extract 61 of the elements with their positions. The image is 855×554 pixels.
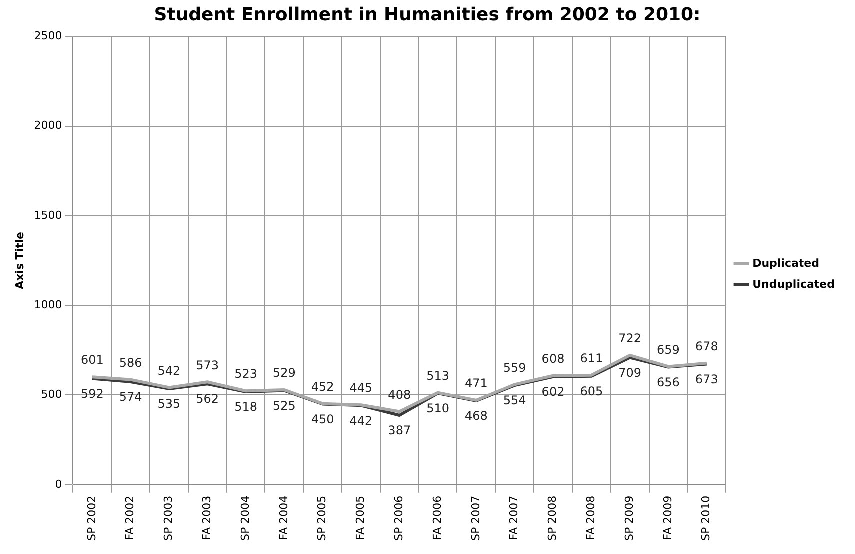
data-label: 559 [503,360,526,375]
data-label: 525 [272,398,296,413]
data-label: 513 [426,369,450,384]
y-axis-title: Axis Title [13,232,26,290]
x-tick-label: SP 2004 [238,496,252,542]
data-label: 573 [196,358,220,372]
x-tick-label: FA 2005 [354,496,368,540]
x-tick-label: SP 2006 [392,496,406,542]
data-label: 387 [388,424,412,438]
data-label: 602 [542,385,565,400]
legend-label: Duplicated [752,256,820,270]
data-label: 523 [234,367,258,382]
data-label: 678 [695,339,718,354]
data-label: 450 [311,412,334,426]
x-tick-label: FA 2007 [508,496,521,540]
y-tick-label: 2500 [34,29,62,42]
data-label: 586 [119,356,142,370]
data-label: 592 [80,386,104,401]
data-label: 535 [158,397,181,412]
data-label: 554 [503,394,526,408]
x-tick-label: SP 2003 [162,496,176,542]
x-tick-label: FA 2002 [124,496,137,540]
x-tick-label: SP 2010 [700,496,713,542]
data-label: 722 [618,332,642,346]
data-label: 659 [657,342,680,357]
data-label: 471 [464,376,488,391]
x-tick-label: SP 2008 [546,496,560,542]
data-label: 452 [311,380,334,394]
x-tick-label: FA 2008 [584,496,598,540]
y-tick-label: 500 [41,388,62,402]
data-label: 562 [196,392,220,406]
x-tick-label: FA 2004 [277,496,290,540]
data-label: 445 [350,381,373,396]
x-tick-label: SP 2007 [469,496,482,542]
data-label: 574 [119,390,142,404]
x-tick-label: FA 2006 [430,496,444,540]
data-label: 608 [542,352,565,366]
data-label: 518 [234,400,258,414]
data-label: 468 [464,409,488,424]
legend-label: Unduplicated [752,278,835,291]
data-label: 656 [657,375,680,390]
data-label: 542 [158,364,181,378]
data-label: 510 [426,402,450,416]
y-tick-label: 1500 [34,208,62,222]
y-tick-label: 2000 [34,119,62,132]
data-label: 611 [580,351,604,366]
chart-title: Student Enrollment in Humanities from 2002 to 2010: [154,4,701,26]
x-tick-label: SP 2009 [622,496,636,542]
y-tick-label: 0 [55,478,62,491]
x-tick-label: FA 2003 [200,496,214,540]
data-label: 408 [388,388,412,402]
x-tick-label: FA 2009 [661,496,674,540]
x-tick-label: SP 2002 [85,496,98,542]
data-label: 529 [272,366,296,380]
data-label: 673 [695,372,718,386]
data-label: 709 [618,366,642,380]
data-label: 601 [80,353,104,368]
y-tick-label: 1000 [34,298,62,312]
data-label: 442 [350,414,373,428]
x-tick-label: SP 2005 [316,496,329,542]
data-label: 605 [580,384,604,399]
